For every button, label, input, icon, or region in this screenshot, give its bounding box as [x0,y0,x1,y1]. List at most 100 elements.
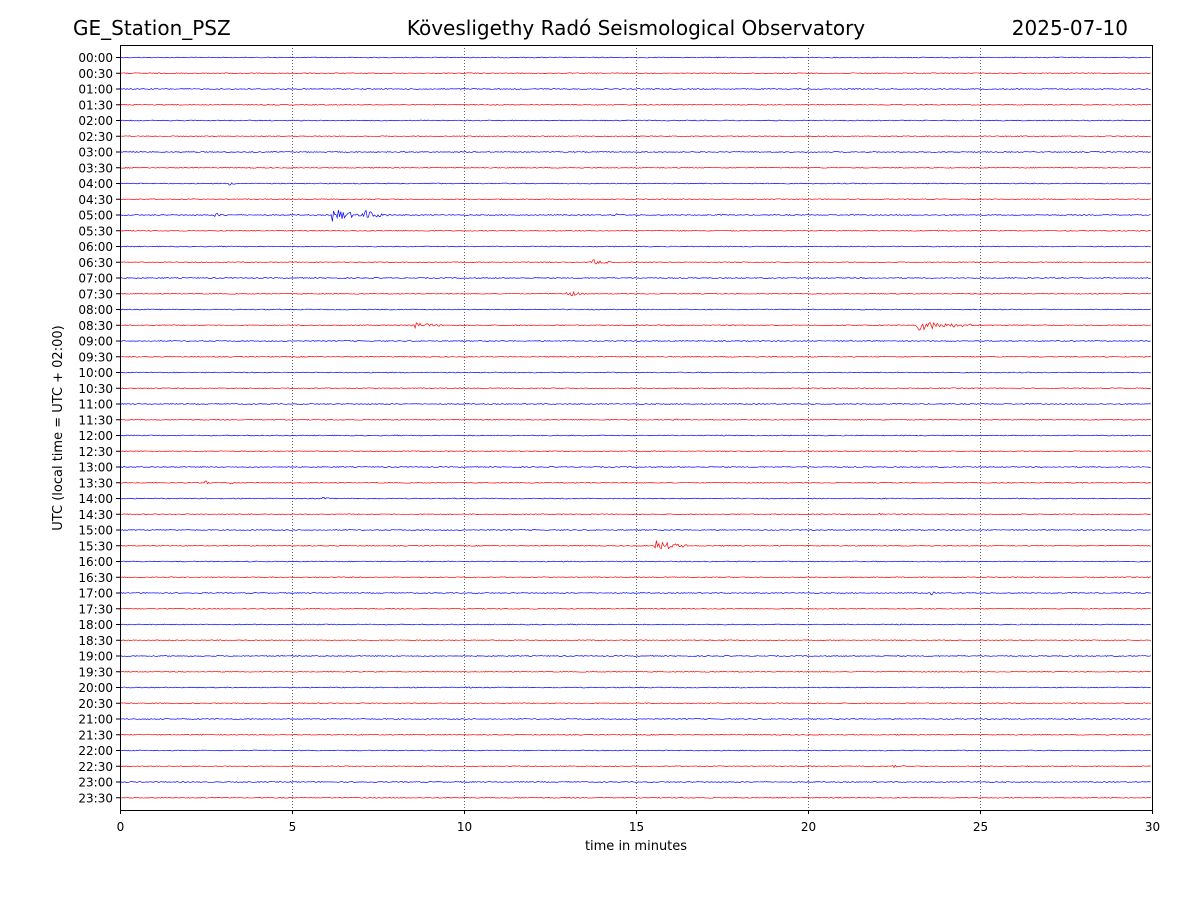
trace-1030 [119,387,1151,390]
y-tick-label: 15:30 [78,539,113,553]
trace-2100 [119,718,1151,720]
trace-0030 [119,72,1151,75]
y-tick-label: 15:00 [78,524,113,538]
x-tick-label: 0 [117,820,125,834]
trace-1700 [119,591,1151,596]
y-tick-label: 13:00 [78,461,113,475]
y-tick-label: 04:30 [78,193,113,207]
y-tick-label: 09:00 [78,335,113,349]
y-tick-label: 23:30 [78,791,113,805]
x-tick-label: 5 [289,820,297,834]
trace-1300 [119,466,1151,468]
x-axis-ticks: 0 5 10 15 20 25 30 [117,810,1160,834]
trace-1530 [119,540,1151,550]
y-tick-label: 23:00 [78,776,113,790]
x-tick-label: 25 [973,820,988,834]
trace-1600 [119,560,1151,563]
chart-date: 2025-07-10 [1011,16,1128,40]
trace-0100 [119,88,1151,90]
y-tick-label: 07:00 [78,272,113,286]
trace-1000 [119,371,1151,374]
trace-2030 [119,702,1151,705]
y-tick-label: 19:30 [78,665,113,679]
trace-1630 [119,576,1151,579]
x-tick-label: 30 [1145,820,1160,834]
y-tick-label: 09:30 [78,350,113,364]
trace-0700 [119,277,1151,279]
trace-0430 [119,198,1151,201]
y-tick-label: 14:00 [78,492,113,506]
trace-0400 [119,182,1151,186]
y-tick-label: 17:00 [78,587,113,601]
x-axis-label: time in minutes [585,839,687,854]
trace-0500 [119,209,1151,222]
y-tick-label: 07:30 [78,287,113,301]
trace-2330 [119,796,1151,799]
y-tick-label: 08:30 [78,319,113,333]
y-tick-label: 21:30 [78,728,113,742]
trace-0600 [119,245,1151,248]
y-tick-label: 05:00 [78,209,113,223]
trace-1130 [119,418,1151,421]
y-tick-label: 22:00 [78,744,113,758]
chart-title: Kövesligethy Radó Seismological Observat… [406,16,866,40]
x-tick-label: 20 [801,820,816,834]
trace-2300 [119,781,1151,783]
trace-layer [119,56,1151,799]
trace-1430 [119,512,1151,516]
y-tick-label: 00:00 [78,51,113,65]
trace-0730 [119,290,1151,297]
y-tick-label: 10:30 [78,382,113,396]
y-tick-label: 21:00 [78,713,113,727]
y-tick-label: 16:30 [78,571,113,585]
y-tick-label: 06:30 [78,256,113,270]
y-tick-label: 14:30 [78,508,113,522]
trace-2000 [119,686,1151,689]
trace-0530 [119,229,1151,232]
y-tick-label: 22:30 [78,760,113,774]
trace-1900 [119,655,1151,657]
y-tick-label: 06:00 [78,240,113,254]
trace-0830 [119,321,1151,331]
trace-0800 [119,308,1151,311]
y-tick-label: 11:30 [78,413,113,427]
y-tick-label: 13:30 [78,476,113,490]
trace-1230 [119,450,1151,453]
y-tick-label: 18:30 [78,634,113,648]
trace-0200 [119,119,1151,122]
y-tick-label: 20:30 [78,697,113,711]
y-tick-label: 04:00 [78,177,113,191]
trace-0300 [119,151,1151,153]
y-tick-label: 11:00 [78,398,113,412]
trace-0230 [119,135,1151,138]
y-tick-label: 01:00 [78,83,113,97]
y-tick-label: 12:00 [78,429,113,443]
trace-1330 [119,480,1151,485]
trace-1930 [119,670,1151,673]
y-tick-label: 10:00 [78,366,113,380]
y-tick-label: 00:30 [78,67,113,81]
grid-lines [292,45,981,810]
trace-1800 [119,623,1151,626]
y-tick-label: 17:30 [78,602,113,616]
y-tick-label: 08:00 [78,303,113,317]
trace-0630 [119,259,1151,265]
x-tick-label: 10 [457,820,472,834]
trace-1200 [119,434,1151,437]
trace-2230 [119,764,1151,769]
y-tick-label: 03:00 [78,146,113,160]
trace-1730 [119,607,1151,610]
trace-0000 [119,56,1151,59]
y-tick-label: 18:00 [78,618,113,632]
trace-1400 [119,496,1151,500]
trace-0330 [119,166,1151,169]
y-tick-label: 20:00 [78,681,113,695]
trace-1830 [119,639,1151,642]
y-tick-label: 16:00 [78,555,113,569]
station-name: GE_Station_PSZ [73,16,231,40]
y-tick-label: 02:00 [78,114,113,128]
trace-0930 [119,355,1151,358]
